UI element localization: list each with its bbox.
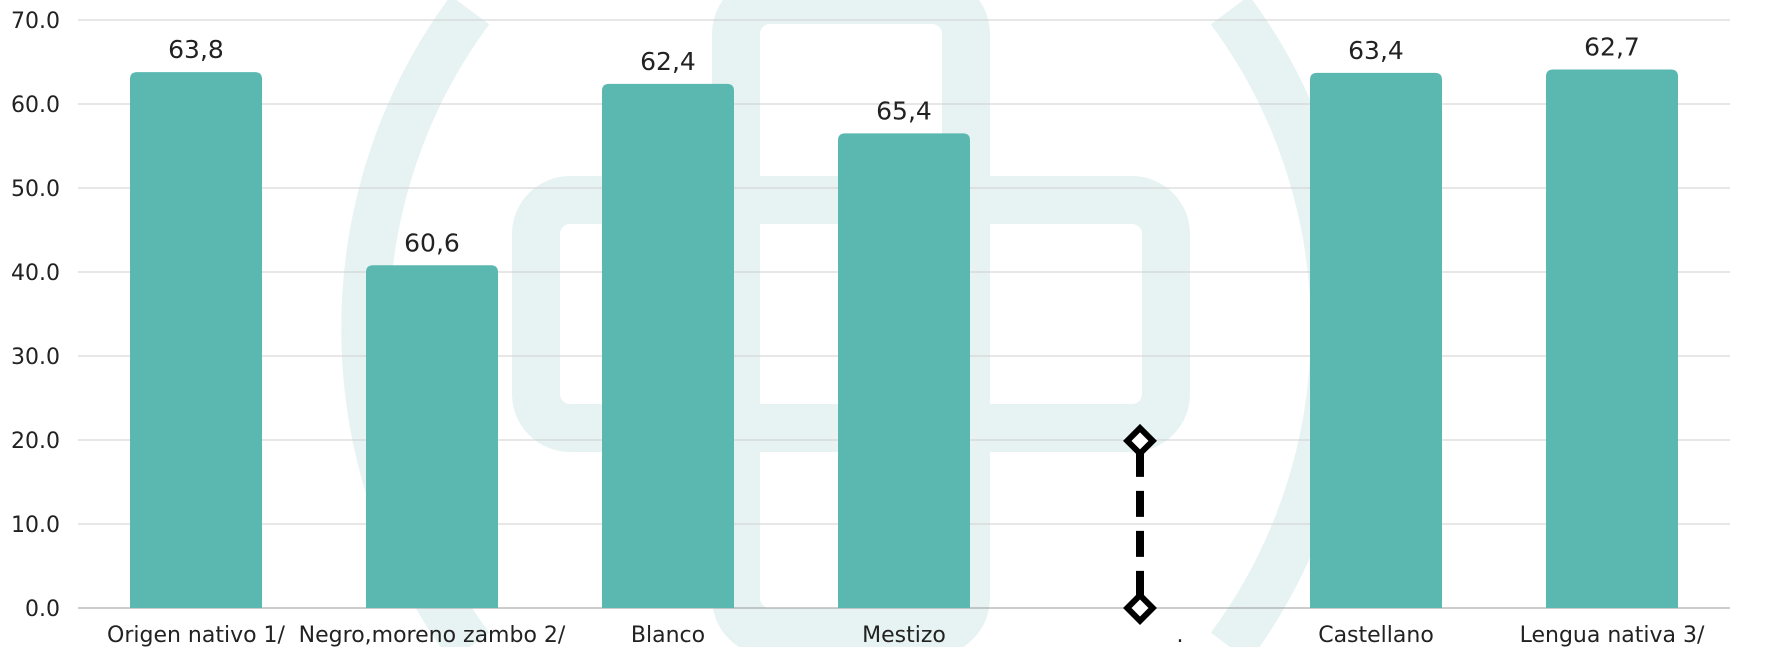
x-axis-labels: Origen nativo 1/Negro,moreno zambo 2/Bla… (107, 623, 1705, 647)
bar (838, 133, 970, 608)
error-bar (1123, 423, 1157, 625)
bar (1310, 72, 1442, 609)
data-label: 63,4 (1348, 36, 1404, 65)
data-label: 63,8 (168, 35, 224, 64)
y-tick-label: 0.0 (25, 597, 60, 622)
data-label: 60,6 (404, 228, 460, 257)
category-label: . (1177, 623, 1184, 647)
error-bar-cap (1123, 423, 1157, 458)
y-tick-label: 10.0 (11, 513, 60, 538)
y-tick-label: 60.0 (11, 93, 60, 118)
category-label: Lengua nativa 3/ (1520, 623, 1705, 647)
bars (130, 69, 1678, 609)
y-tick-label: 20.0 (11, 429, 60, 454)
category-label: Castellano (1318, 623, 1434, 647)
bar (602, 83, 734, 609)
category-label: Mestizo (862, 623, 946, 647)
y-tick-label: 40.0 (11, 261, 60, 286)
category-label: Blanco (631, 623, 705, 647)
y-tick-label: 30.0 (11, 345, 60, 370)
category-label: Negro,moreno zambo 2/ (299, 623, 566, 647)
bar (366, 265, 498, 608)
bar (130, 72, 262, 608)
bar (1546, 69, 1678, 608)
data-label: 65,4 (876, 96, 932, 125)
data-label: 62,7 (1584, 33, 1640, 62)
y-tick-label: 50.0 (11, 177, 60, 202)
y-axis-ticks: 0.0 10.0 20.0 30.0 40.0 50.0 60.0 70.0 (11, 9, 60, 622)
error-bar-cap (1123, 591, 1157, 625)
data-labels: 63,8 60,6 62,4 65,4 63,4 62,7 (168, 33, 1640, 258)
category-label: Origen nativo 1/ (107, 623, 286, 647)
data-label: 62,4 (640, 47, 696, 76)
y-tick-label: 70.0 (11, 9, 60, 34)
